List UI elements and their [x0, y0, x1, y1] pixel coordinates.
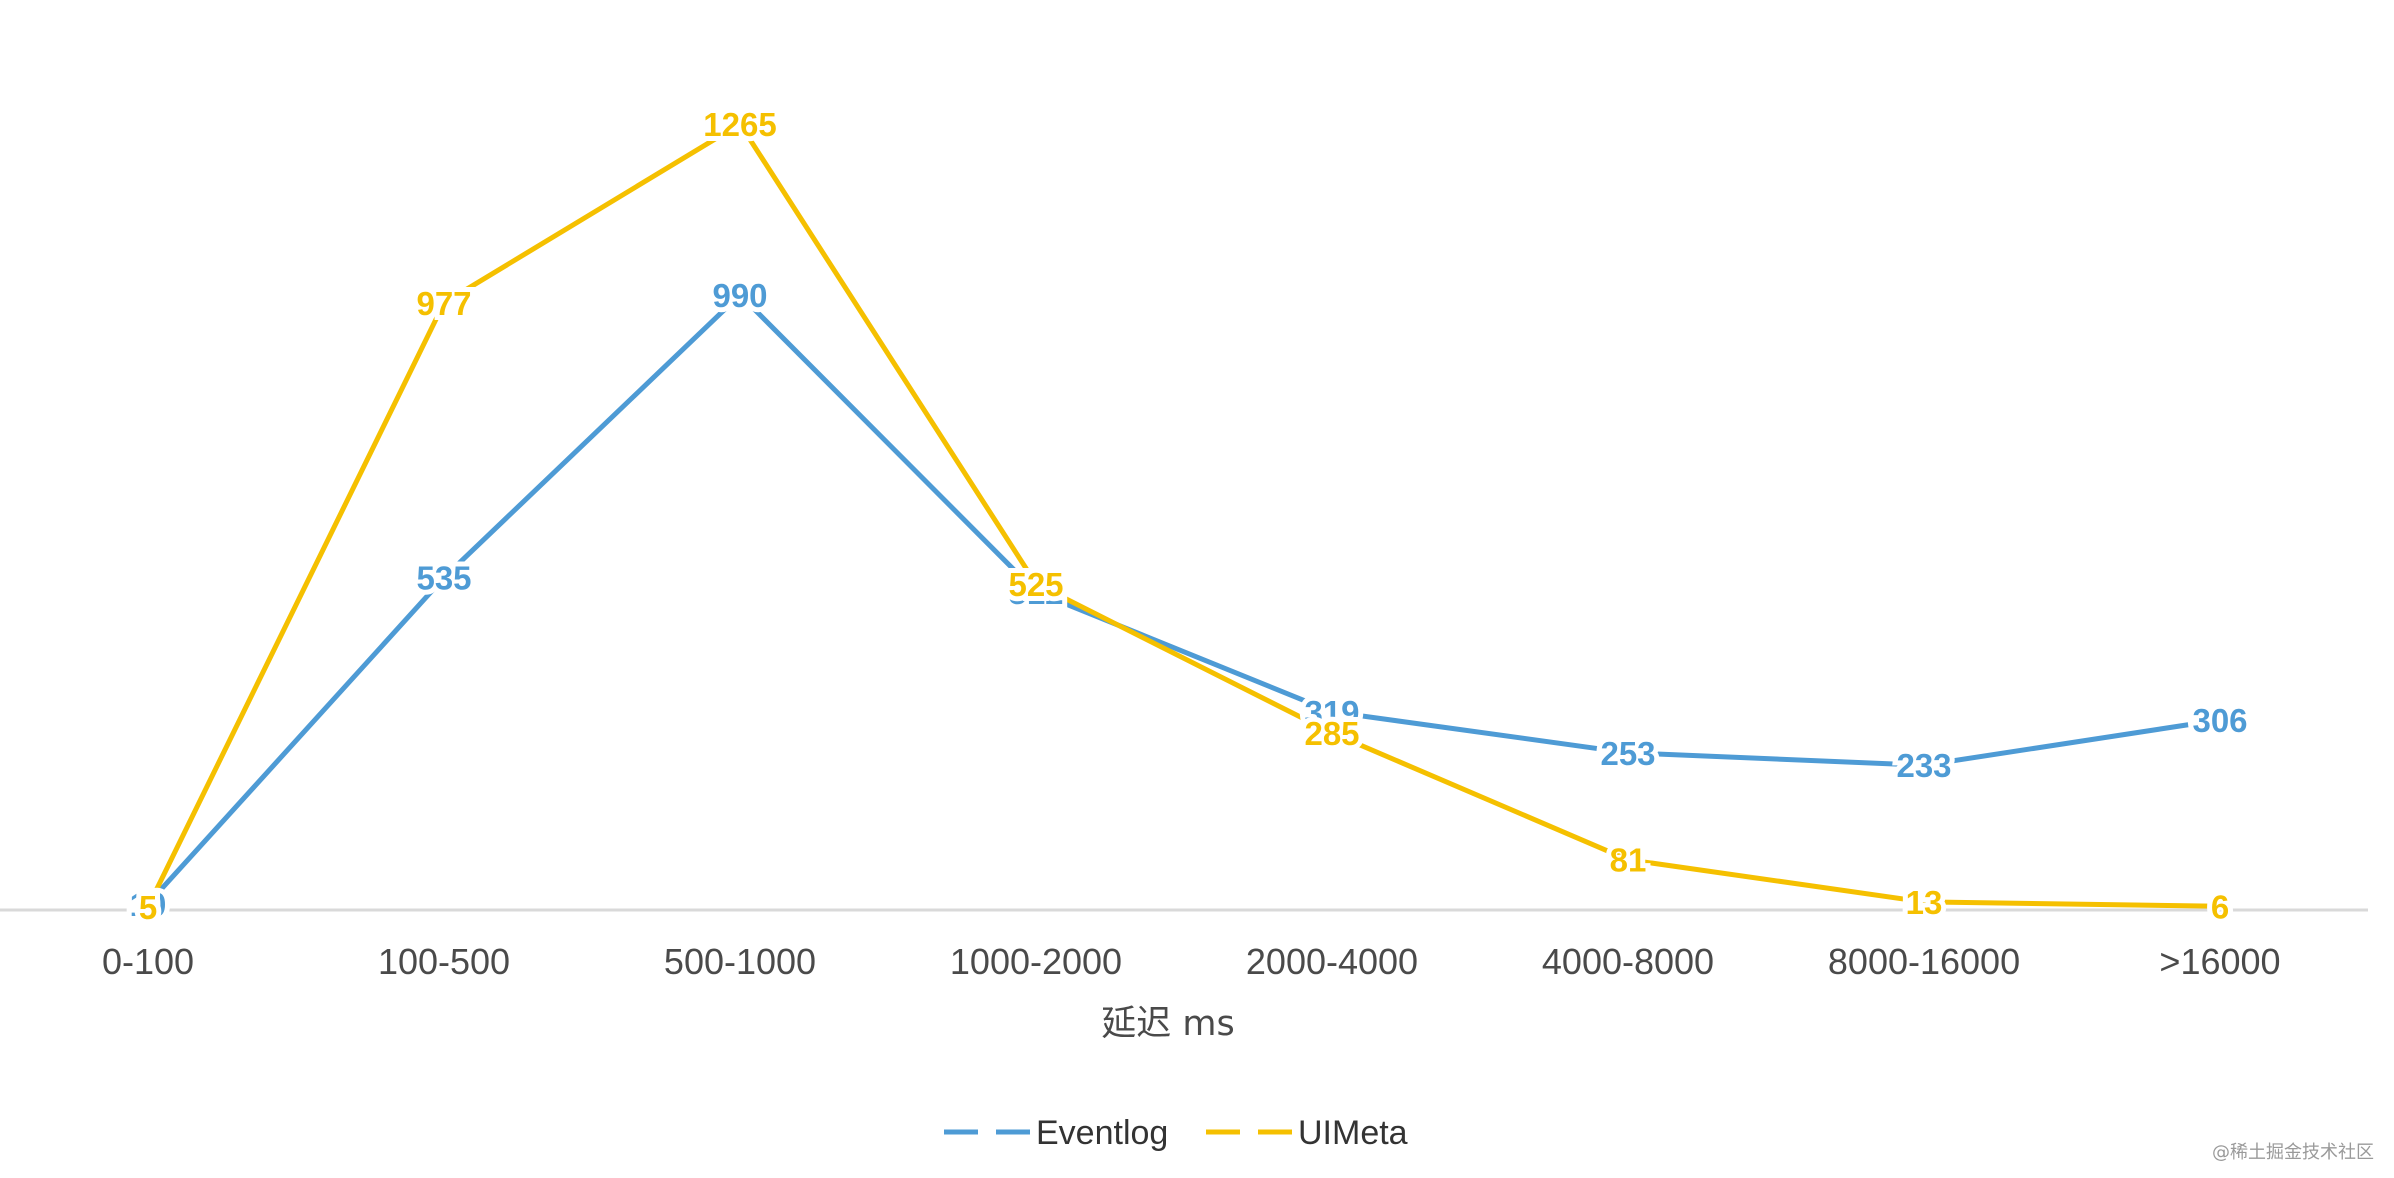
data-label-uimeta: 285	[1304, 715, 1359, 752]
data-label-uimeta: 977	[416, 285, 471, 322]
data-label-uimeta: 525	[1008, 566, 1063, 603]
data-label-eventlog: 512	[1008, 574, 1063, 611]
legend-item-uimeta: UIMeta	[1206, 1114, 1408, 1152]
x-tick-label: 4000-8000	[1542, 941, 1714, 982]
watermark: @稀土掘金技术社区	[2212, 1142, 2374, 1163]
x-tick-label: 100-500	[378, 941, 510, 982]
data-label-eventlog: 535	[416, 560, 471, 597]
data-label-uimeta: 1265	[703, 106, 776, 143]
x-tick-label: 500-1000	[664, 941, 816, 982]
data-label-uimeta: 5	[139, 889, 157, 926]
x-tick-label: 8000-16000	[1828, 941, 2020, 982]
data-label-eventlog: 233	[1896, 747, 1951, 784]
data-labels: 10 535 990 512 319 253 233 306 5 977 1265 525 285 81 1…	[125, 101, 2253, 931]
x-tick-label: >16000	[2159, 941, 2280, 982]
x-tick-label: 2000-4000	[1246, 941, 1418, 982]
data-label-uimeta: 6	[2211, 888, 2229, 925]
x-tick-label: 0-100	[102, 941, 194, 982]
series-line-uimeta	[145, 121, 2221, 909]
legend-item-eventlog: Eventlog	[944, 1114, 1168, 1152]
legend-label: UIMeta	[1298, 1114, 1408, 1152]
data-label-eventlog: 253	[1600, 735, 1655, 772]
series-lines	[145, 121, 2221, 909]
x-tick-labels: 0-100 100-500 500-1000 1000-2000 2000-4000 40…	[102, 941, 2281, 982]
x-tick-label: 1000-2000	[950, 941, 1122, 982]
legend-label: Eventlog	[1036, 1114, 1168, 1152]
data-label-eventlog: 306	[2192, 702, 2247, 739]
data-label-eventlog: 319	[1304, 694, 1359, 731]
data-label-uimeta: 81	[1610, 842, 1647, 879]
data-label-uimeta: 13	[1906, 884, 1943, 921]
data-label-eventlog: 990	[712, 277, 767, 314]
data-label-eventlog: 10	[130, 886, 167, 923]
x-axis-title: 延迟 ms	[1101, 1004, 1234, 1044]
legend: Eventlog UIMeta	[944, 1114, 1408, 1152]
series-line-eventlog	[146, 292, 2221, 906]
